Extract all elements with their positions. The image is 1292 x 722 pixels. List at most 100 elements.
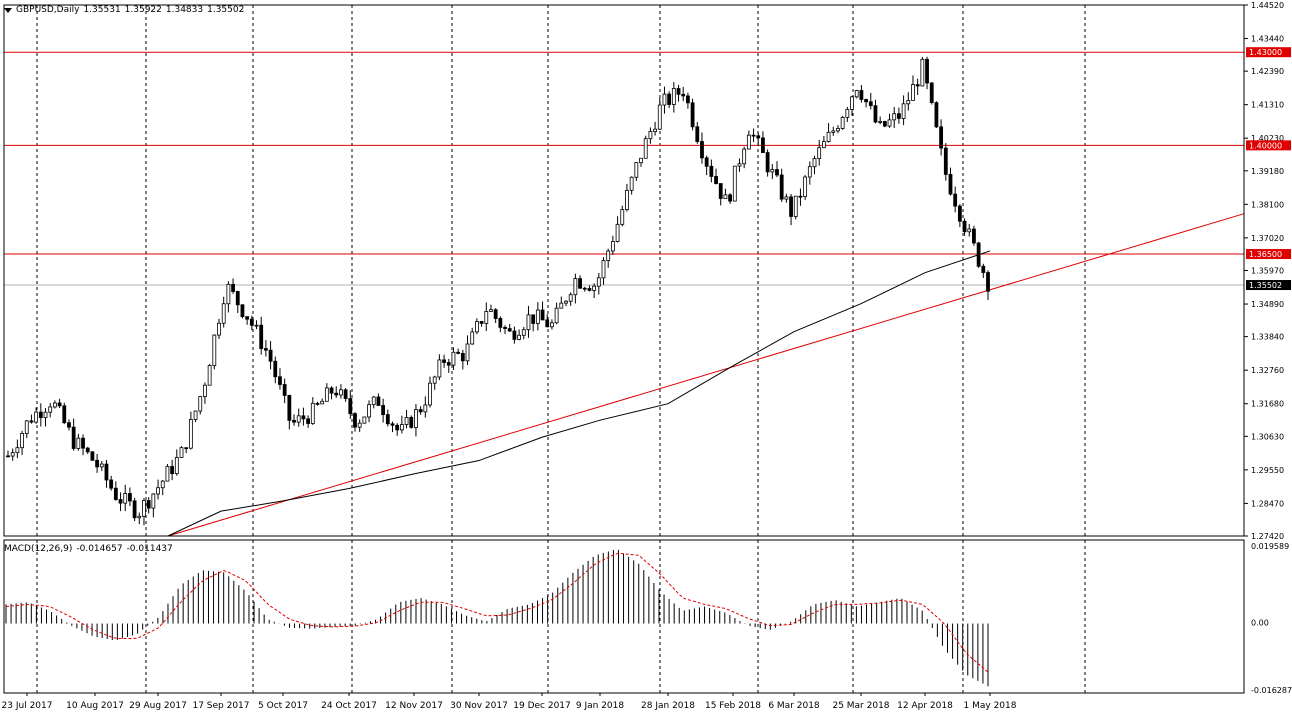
candle-body <box>306 418 310 424</box>
candle-body <box>170 466 175 475</box>
trend-line <box>167 213 1245 537</box>
candle-body <box>245 316 250 320</box>
candle-body <box>20 433 24 449</box>
chart-header: GBPUSD,Daily 1.35531 1.35922 1.34833 1.3… <box>4 5 244 15</box>
macd-header: MACD(12,26,9) -0.014657 -0.011437 <box>4 544 173 554</box>
candle-body <box>746 134 751 150</box>
y-tick-label: 1.28470 <box>1251 499 1284 508</box>
candle-body <box>484 311 489 324</box>
y-tick-label: 1.40230 <box>1251 134 1284 143</box>
candle-body <box>535 309 540 324</box>
candle-body <box>151 493 156 509</box>
candle-body <box>540 309 545 321</box>
open-value: 1.35531 <box>83 5 121 15</box>
candle-body <box>156 487 160 495</box>
macd-name: MACD(12,26,9) <box>4 544 73 554</box>
candle-body <box>353 413 357 428</box>
candle-body <box>409 417 414 428</box>
candle-body <box>850 96 854 110</box>
level-label-box <box>1246 249 1291 260</box>
x-tick-label: 6 Mar 2018 <box>768 701 820 711</box>
candle-body <box>385 414 390 425</box>
candle-body <box>901 103 906 119</box>
low-value: 1.34833 <box>165 5 204 15</box>
candle-body <box>57 402 62 407</box>
moving-average <box>167 250 991 537</box>
y-tick-label: 1.31680 <box>1251 400 1284 409</box>
current-price-box <box>1246 280 1291 291</box>
candle-body <box>179 447 184 458</box>
candle-body <box>113 487 118 500</box>
high-value: 1.35922 <box>124 5 162 15</box>
level-label: 1.43000 <box>1249 48 1282 57</box>
candle-body <box>128 493 132 502</box>
y-tick-label: 1.30630 <box>1251 432 1284 441</box>
candle-body <box>165 466 170 482</box>
candle-body <box>878 121 883 123</box>
x-tick-label: 19 Dec 2017 <box>513 701 571 711</box>
candle-body <box>779 174 784 200</box>
candle-body <box>962 220 967 233</box>
candle-body <box>728 194 733 202</box>
candle-body <box>606 250 611 261</box>
candle-body <box>99 463 104 468</box>
candle-body <box>357 422 362 428</box>
macd-signal-value: -0.011437 <box>126 544 173 554</box>
candle-body <box>798 195 803 198</box>
ma-200-line <box>167 250 991 537</box>
candle-body <box>545 319 550 328</box>
candle-body <box>864 99 868 103</box>
candle-body <box>324 387 329 402</box>
candle-body <box>906 100 911 105</box>
candle-body <box>296 415 301 423</box>
candle-body <box>976 242 981 267</box>
macd-signal-line <box>5 552 989 673</box>
collapse-arrow-icon[interactable] <box>4 7 12 13</box>
candle-body <box>249 318 254 326</box>
candle-body <box>109 479 114 489</box>
candle-body <box>376 396 381 406</box>
candle-body <box>751 134 756 137</box>
x-tick-label: 17 Sep 2017 <box>192 701 249 711</box>
candle-body <box>217 322 221 336</box>
candle-body <box>292 419 296 423</box>
x-tick-label: 15 Feb 2018 <box>705 701 761 711</box>
candle-body <box>972 228 976 244</box>
x-tick-label: 10 Aug 2017 <box>66 701 124 711</box>
candle-body <box>587 288 592 291</box>
candle-body <box>474 321 479 333</box>
candle-body <box>10 452 15 457</box>
x-tick-label: 24 Oct 2017 <box>321 701 377 711</box>
candle-body <box>231 283 235 292</box>
candle-body <box>686 95 690 104</box>
candle-body <box>582 287 587 290</box>
candle-body <box>339 389 343 396</box>
candle-body <box>789 196 793 217</box>
candle-body <box>188 419 193 449</box>
candle-body <box>662 93 667 106</box>
candle-body <box>761 137 765 153</box>
candle-body <box>610 241 615 252</box>
candle-body <box>95 459 99 468</box>
candle-body <box>695 126 700 142</box>
x-tick-label: 1 May 2018 <box>964 701 1017 711</box>
candle-body <box>235 291 240 306</box>
candle-body <box>592 285 597 291</box>
candle-body <box>817 147 822 159</box>
x-tick-label: 28 Jan 2018 <box>641 701 695 711</box>
y-tick-label: 1.35970 <box>1251 267 1284 276</box>
candle-body <box>625 189 629 211</box>
candle-body <box>559 302 564 309</box>
candle-body <box>334 392 339 396</box>
candle-body <box>390 423 395 426</box>
candle-body <box>137 515 142 519</box>
candle-body <box>479 321 484 324</box>
candle-body <box>414 409 418 428</box>
candle-body <box>371 396 376 406</box>
candle-body <box>362 416 367 424</box>
candle-body <box>550 322 554 328</box>
level-label: 1.36500 <box>1249 250 1282 259</box>
candle-body <box>709 165 714 177</box>
candle-body <box>273 360 278 378</box>
